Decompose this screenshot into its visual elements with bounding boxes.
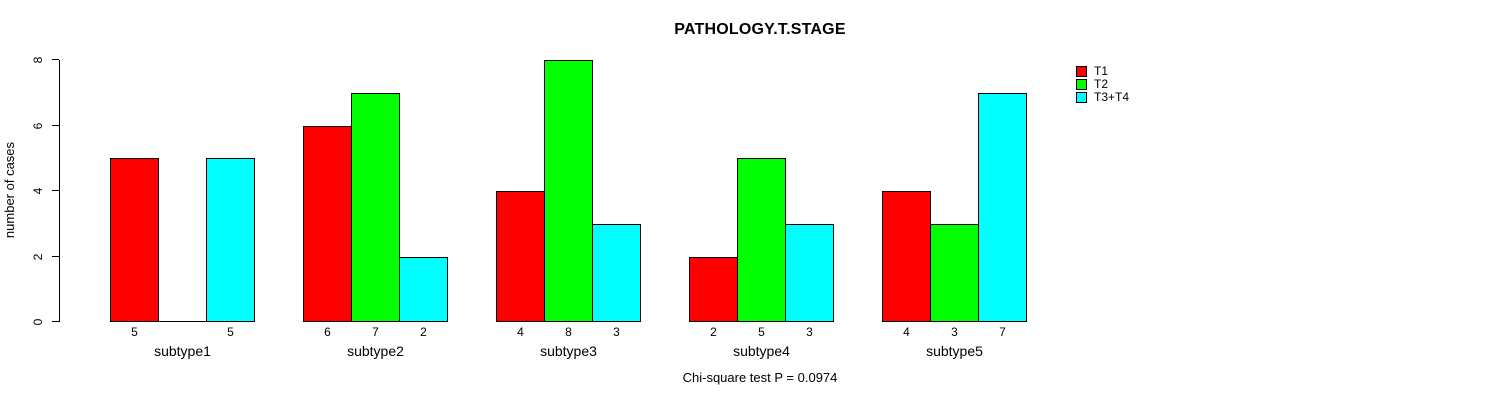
legend-swatch-icon	[1076, 79, 1087, 90]
category-label-subtype4: subtype4	[733, 343, 790, 359]
bar-subtype4-T2	[737, 158, 786, 322]
category-label-subtype5: subtype5	[926, 343, 983, 359]
annotation-text: Chi-square test P = 0.0974	[682, 370, 838, 385]
bar-subtype3-T3+T4	[592, 224, 641, 322]
category-label-subtype1: subtype1	[154, 343, 211, 359]
bar-subtype3-T2	[544, 60, 593, 322]
bar-value-label: 4	[517, 325, 524, 339]
bar-value-label: 2	[420, 325, 427, 339]
legend-label: T3+T4	[1094, 90, 1130, 104]
y-axis-tick-label: 0	[31, 318, 45, 326]
legend-item-T2: T2	[1076, 77, 1129, 91]
bar-value-label: 5	[758, 325, 765, 339]
bar-subtype1-T2-zero	[158, 321, 207, 322]
category-label-subtype3: subtype3	[540, 343, 597, 359]
bar-subtype5-T2	[930, 224, 979, 322]
legend-swatch-icon	[1076, 92, 1087, 103]
bar-value-label: 5	[131, 325, 138, 339]
y-axis-tick	[52, 256, 59, 257]
legend-item-T1: T1	[1076, 64, 1129, 78]
bar-value-label: 3	[951, 325, 958, 339]
bar-value-label: 7	[999, 325, 1006, 339]
bar-subtype2-T3+T4	[399, 257, 448, 322]
bar-value-label: 4	[903, 325, 910, 339]
y-axis-tick	[52, 59, 59, 60]
y-axis-tick	[52, 321, 59, 322]
bar-subtype1-T1	[110, 158, 159, 322]
category-label-subtype2: subtype2	[347, 343, 404, 359]
bar-value-label: 2	[710, 325, 717, 339]
bar-value-label: 7	[372, 325, 379, 339]
y-axis-line	[59, 60, 60, 322]
bar-subtype4-T1	[689, 257, 738, 322]
bar-subtype1-T3+T4	[206, 158, 255, 322]
bar-subtype3-T1	[496, 191, 545, 322]
bar-subtype5-T1	[882, 191, 931, 322]
y-axis-tick-label: 4	[31, 187, 45, 195]
y-axis-tick-label: 2	[31, 253, 45, 261]
y-axis-tick-label: 6	[31, 122, 45, 130]
bar-value-label: 5	[227, 325, 234, 339]
bar-value-label: 6	[324, 325, 331, 339]
bar-value-label: 8	[565, 325, 572, 339]
y-axis-tick	[52, 125, 59, 126]
legend-item-T3+T4: T3+T4	[1076, 90, 1130, 104]
bar-value-label: 3	[613, 325, 620, 339]
y-axis-tick-label: 8	[31, 56, 45, 64]
bar-value-label: 3	[806, 325, 813, 339]
legend-swatch-icon	[1076, 66, 1087, 77]
legend-label: T1	[1094, 64, 1109, 78]
legend: T1 T2 T3+T4	[1076, 64, 1130, 105]
bar-subtype2-T2	[351, 93, 400, 322]
y-axis-tick	[52, 190, 59, 191]
bar-subtype2-T1	[303, 126, 352, 322]
chart-title: PATHOLOGY.T.STAGE	[674, 21, 846, 38]
legend-label: T2	[1094, 77, 1109, 91]
bar-subtype5-T3+T4	[978, 93, 1027, 322]
bar-subtype4-T3+T4	[785, 224, 834, 322]
